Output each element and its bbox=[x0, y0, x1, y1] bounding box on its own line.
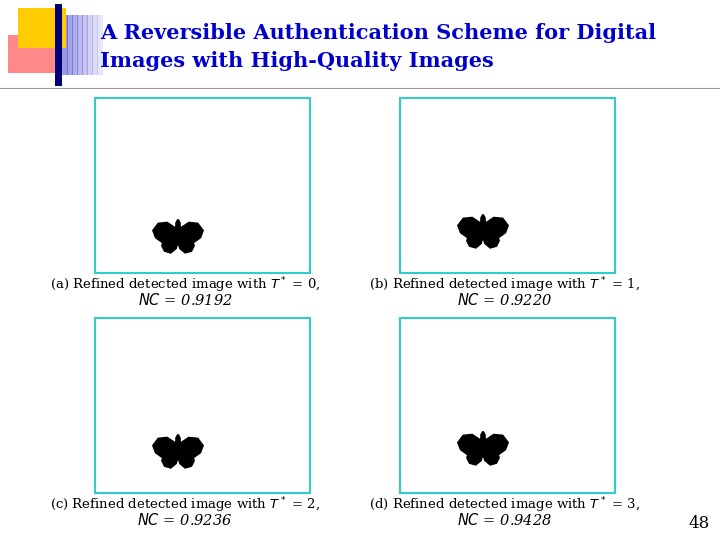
Polygon shape bbox=[483, 434, 508, 454]
Bar bbox=[95, 318, 310, 493]
Bar bbox=[18, 8, 66, 48]
Text: A Reversible Authentication Scheme for Digital
Images with High-Quality Images: A Reversible Authentication Scheme for D… bbox=[100, 23, 656, 71]
Bar bbox=[97, 15, 103, 75]
Polygon shape bbox=[162, 450, 178, 468]
Polygon shape bbox=[480, 215, 485, 240]
Polygon shape bbox=[162, 235, 178, 253]
Polygon shape bbox=[176, 221, 180, 225]
Text: $\mathit{NC}$ = 0.9428: $\mathit{NC}$ = 0.9428 bbox=[457, 512, 553, 528]
Text: (d) Refined detected image with $T^*$ = 3,: (d) Refined detected image with $T^*$ = … bbox=[369, 495, 641, 515]
Bar bbox=[95, 98, 310, 273]
Polygon shape bbox=[153, 222, 178, 242]
Text: $\mathit{NC}$ = 0.9192: $\mathit{NC}$ = 0.9192 bbox=[138, 292, 233, 308]
Polygon shape bbox=[481, 217, 485, 220]
Polygon shape bbox=[483, 218, 508, 237]
Polygon shape bbox=[176, 435, 181, 460]
Polygon shape bbox=[467, 230, 483, 248]
Polygon shape bbox=[458, 218, 483, 237]
Polygon shape bbox=[481, 433, 485, 437]
Bar bbox=[77, 15, 83, 75]
Bar bbox=[8, 35, 56, 73]
Bar bbox=[62, 15, 68, 75]
Polygon shape bbox=[178, 235, 194, 253]
Polygon shape bbox=[178, 222, 203, 242]
Text: (a) Refined detected image with $T^*$ = 0,: (a) Refined detected image with $T^*$ = … bbox=[50, 275, 320, 295]
Bar bbox=[67, 15, 73, 75]
Bar bbox=[87, 15, 93, 75]
Bar bbox=[400, 98, 615, 273]
Polygon shape bbox=[178, 437, 203, 457]
Bar bbox=[72, 15, 78, 75]
Polygon shape bbox=[483, 230, 499, 248]
Polygon shape bbox=[458, 434, 483, 454]
Bar bbox=[400, 318, 615, 493]
Polygon shape bbox=[467, 447, 483, 465]
Polygon shape bbox=[176, 436, 180, 440]
Polygon shape bbox=[178, 450, 194, 468]
Polygon shape bbox=[176, 220, 181, 245]
Polygon shape bbox=[480, 431, 485, 457]
Bar bbox=[92, 15, 98, 75]
Polygon shape bbox=[483, 447, 499, 465]
Text: 48: 48 bbox=[689, 515, 710, 532]
Text: (b) Refined detected image with $T^*$ = 1,: (b) Refined detected image with $T^*$ = … bbox=[369, 275, 641, 295]
Bar bbox=[82, 15, 88, 75]
Text: $\mathit{NC}$ = 0.9236: $\mathit{NC}$ = 0.9236 bbox=[138, 512, 233, 528]
Bar bbox=[55, 4, 62, 86]
Text: $\mathit{NC}$ = 0.9220: $\mathit{NC}$ = 0.9220 bbox=[457, 292, 552, 308]
Polygon shape bbox=[153, 437, 178, 457]
Text: (c) Refined detected image with $T^*$ = 2,: (c) Refined detected image with $T^*$ = … bbox=[50, 495, 320, 515]
